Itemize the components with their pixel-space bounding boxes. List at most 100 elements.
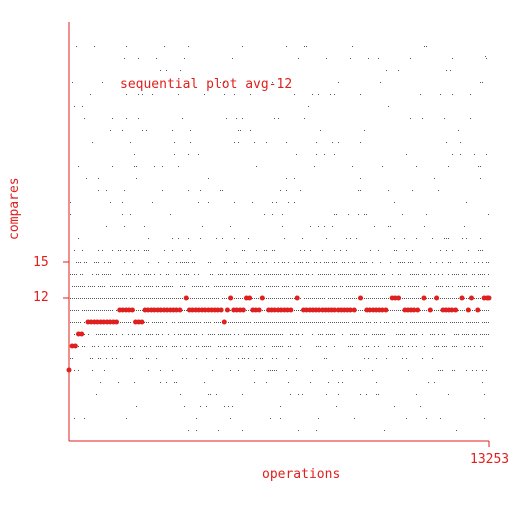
raw-point	[318, 334, 319, 335]
raw-point	[464, 334, 465, 335]
raw-point	[76, 262, 77, 263]
raw-point	[332, 334, 333, 335]
raw-point	[118, 382, 119, 383]
raw-point	[254, 298, 255, 299]
raw-point	[364, 130, 365, 131]
raw-point	[312, 286, 313, 287]
raw-point	[394, 346, 395, 347]
raw-point	[198, 154, 199, 155]
average-point	[164, 307, 170, 313]
raw-point	[374, 346, 375, 347]
raw-point	[168, 298, 169, 299]
raw-point	[126, 322, 127, 323]
raw-point	[352, 46, 353, 47]
raw-point	[382, 166, 383, 167]
raw-point	[156, 346, 157, 347]
raw-point	[124, 346, 125, 347]
raw-point	[226, 118, 227, 119]
raw-point	[228, 334, 229, 335]
raw-point	[254, 334, 255, 335]
raw-point	[180, 286, 181, 287]
raw-point	[234, 286, 235, 287]
raw-point	[350, 334, 351, 335]
raw-point	[84, 262, 85, 263]
raw-point	[284, 298, 285, 299]
raw-point	[486, 370, 487, 371]
raw-point	[152, 202, 153, 203]
raw-point	[262, 310, 263, 311]
raw-point	[108, 262, 109, 263]
raw-point	[144, 226, 145, 227]
raw-point	[158, 298, 159, 299]
raw-point	[224, 82, 225, 83]
raw-point	[292, 274, 293, 275]
raw-point	[224, 406, 225, 407]
raw-point	[448, 286, 449, 287]
raw-point	[306, 46, 307, 47]
raw-point	[402, 346, 403, 347]
raw-point	[360, 394, 361, 395]
raw-point	[344, 298, 345, 299]
raw-point	[234, 274, 235, 275]
raw-point	[444, 334, 445, 335]
raw-point	[402, 358, 403, 359]
raw-point	[180, 298, 181, 299]
raw-point	[384, 274, 385, 275]
raw-point	[238, 130, 239, 131]
raw-point	[234, 142, 235, 143]
raw-point	[248, 238, 249, 239]
raw-point	[370, 274, 371, 275]
raw-point	[442, 334, 443, 335]
raw-point	[284, 286, 285, 287]
raw-point	[422, 310, 423, 311]
raw-point	[398, 262, 399, 263]
raw-point	[184, 406, 185, 407]
raw-point	[226, 334, 227, 335]
raw-point	[344, 322, 345, 323]
raw-point	[462, 322, 463, 323]
raw-point	[468, 322, 469, 323]
raw-point	[130, 346, 131, 347]
raw-point	[290, 334, 291, 335]
raw-point	[486, 334, 487, 335]
raw-point	[82, 310, 83, 311]
raw-point	[222, 286, 223, 287]
raw-point	[428, 382, 429, 383]
raw-point	[446, 286, 447, 287]
raw-point	[74, 334, 75, 335]
raw-point	[464, 310, 465, 311]
raw-point	[226, 346, 227, 347]
raw-point	[432, 238, 433, 239]
raw-point	[402, 298, 403, 299]
raw-point	[412, 322, 413, 323]
raw-point	[92, 358, 93, 359]
raw-point	[452, 154, 453, 155]
raw-point	[266, 322, 267, 323]
raw-point	[148, 358, 149, 359]
raw-point	[330, 298, 331, 299]
raw-point	[396, 250, 397, 251]
raw-point	[424, 286, 425, 287]
raw-point	[78, 262, 79, 263]
raw-point	[348, 262, 349, 263]
raw-point	[364, 286, 365, 287]
raw-point	[104, 274, 105, 275]
raw-point	[74, 322, 75, 323]
raw-point	[296, 358, 297, 359]
raw-point	[360, 286, 361, 287]
raw-point	[334, 154, 335, 155]
raw-point	[254, 262, 255, 263]
raw-point	[78, 286, 79, 287]
raw-point	[416, 298, 417, 299]
raw-point	[316, 298, 317, 299]
raw-point	[196, 358, 197, 359]
raw-point	[160, 346, 161, 347]
raw-point	[482, 346, 483, 347]
raw-point	[90, 94, 91, 95]
raw-point	[406, 250, 407, 251]
raw-point	[320, 130, 321, 131]
raw-point	[104, 334, 105, 335]
raw-point	[126, 346, 127, 347]
raw-point	[164, 286, 165, 287]
raw-point	[338, 274, 339, 275]
